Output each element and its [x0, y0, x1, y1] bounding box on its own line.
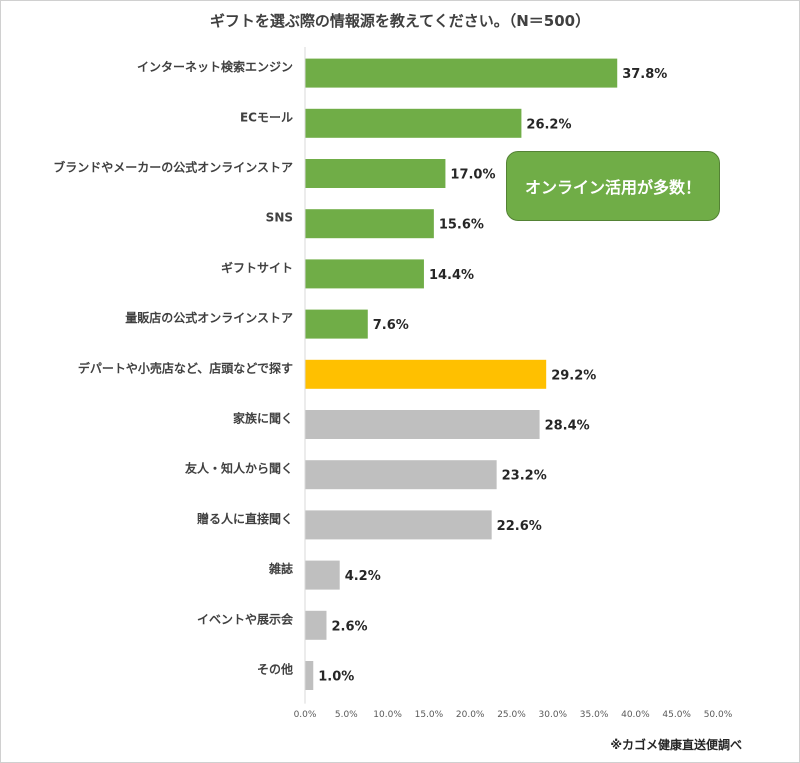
category-label-7: 家族に聞く	[233, 411, 293, 426]
category-label-11: イベントや展示会	[197, 611, 294, 626]
value-label-6: 29.2%	[551, 368, 596, 383]
chart-title: ギフトを選ぶ際の情報源を教えてください。（N＝500）	[209, 12, 591, 30]
source-note: ※カゴメ健康直送便調べ	[610, 738, 742, 752]
x-tick-label-4: 20.0%	[456, 710, 485, 720]
category-label-0: インターネット検索エンジン	[137, 59, 293, 74]
category-label-8: 友人・知人から聞く	[184, 461, 293, 476]
x-tick-label-7: 35.0%	[580, 710, 609, 720]
bar-2	[305, 159, 446, 188]
bar-4	[305, 259, 424, 289]
category-label-2: ブランドやメーカーの公式オンラインストア	[53, 160, 293, 175]
category-label-3: SNS	[266, 211, 293, 225]
value-label-1: 26.2%	[526, 117, 571, 132]
value-label-9: 22.6%	[497, 519, 542, 534]
value-label-7: 28.4%	[545, 419, 590, 434]
bar-1	[305, 108, 522, 138]
x-tick-label-9: 45.0%	[662, 710, 691, 720]
x-tick-label-5: 25.0%	[497, 710, 526, 720]
bar-7	[305, 410, 540, 439]
bar-6	[305, 359, 547, 389]
bar-11	[305, 610, 327, 640]
category-label-5: 量販店の公式オンラインストア	[125, 310, 293, 325]
category-label-4: ギフトサイト	[221, 260, 293, 275]
category-label-1: ECモール	[240, 110, 293, 124]
bar-3	[305, 209, 434, 239]
x-tick-label-3: 15.0%	[415, 710, 444, 720]
x-tick-label-8: 40.0%	[621, 710, 650, 720]
x-tick-label-1: 5.0%	[335, 710, 358, 720]
x-tick-label-6: 30.0%	[539, 710, 568, 720]
bar-0	[305, 58, 618, 88]
value-label-11: 2.6%	[331, 619, 367, 634]
category-label-10: 雑誌	[268, 561, 293, 576]
bar-12	[305, 661, 314, 690]
value-label-2: 17.0%	[450, 168, 495, 183]
bar-5	[305, 309, 368, 339]
x-tick-label-10: 50.0%	[704, 710, 733, 720]
category-label-6: デパートや小売店など、店頭などで探す	[78, 360, 293, 375]
callout-online: オンライン活用が多数！	[506, 151, 720, 221]
value-label-5: 7.6%	[373, 318, 409, 333]
value-label-4: 14.4%	[429, 268, 474, 283]
bar-9	[305, 510, 492, 540]
x-tick-label-2: 10.0%	[373, 710, 402, 720]
value-label-0: 37.8%	[622, 67, 667, 82]
x-tick-label-0: 0.0%	[294, 710, 317, 720]
category-label-9: 贈る人に直接聞く	[197, 511, 293, 526]
bar-10	[305, 560, 340, 590]
value-label-8: 23.2%	[502, 469, 547, 484]
value-label-10: 4.2%	[345, 569, 381, 584]
value-label-3: 15.6%	[439, 218, 484, 233]
value-label-12: 1.0%	[318, 670, 354, 685]
category-label-12: その他	[257, 662, 293, 677]
bar-8	[305, 460, 497, 490]
